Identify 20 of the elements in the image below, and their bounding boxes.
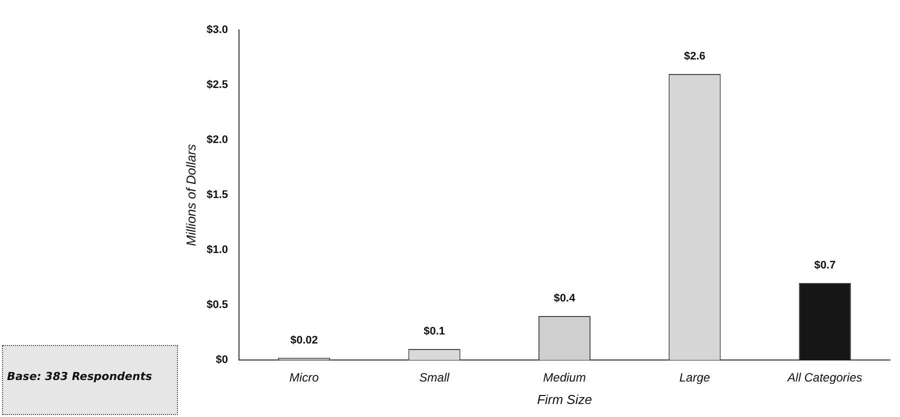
y-tick-label: $2.0 <box>206 134 228 146</box>
x-tick-label: Medium <box>543 370 586 385</box>
y-tick-label: $2.5 <box>206 79 228 92</box>
x-tick-label: Micro <box>289 370 320 385</box>
data-label: $0.4 <box>554 292 576 305</box>
y-axis-title: Millions of Dollars <box>183 144 198 246</box>
y-tick-label: $1.5 <box>206 189 228 202</box>
data-label: $0.02 <box>290 334 318 346</box>
data-label: $2.6 <box>684 50 706 63</box>
data-label: $0.7 <box>814 260 836 272</box>
x-axis-title: Firm Size <box>537 392 592 407</box>
x-tick-label: Small <box>419 370 450 385</box>
y-tick-label: $0 <box>216 354 228 366</box>
x-tick-label: Large <box>679 370 710 385</box>
y-tick-label: $1.0 <box>206 244 228 256</box>
x-tick-label: All Categories <box>786 370 862 385</box>
y-tick-label: $0.5 <box>206 299 228 312</box>
shaded-box: Base: 383 Respondents <box>2 345 178 415</box>
data-label: $0.1 <box>424 326 446 338</box>
y-tick-label: $3.0 <box>206 24 228 36</box>
